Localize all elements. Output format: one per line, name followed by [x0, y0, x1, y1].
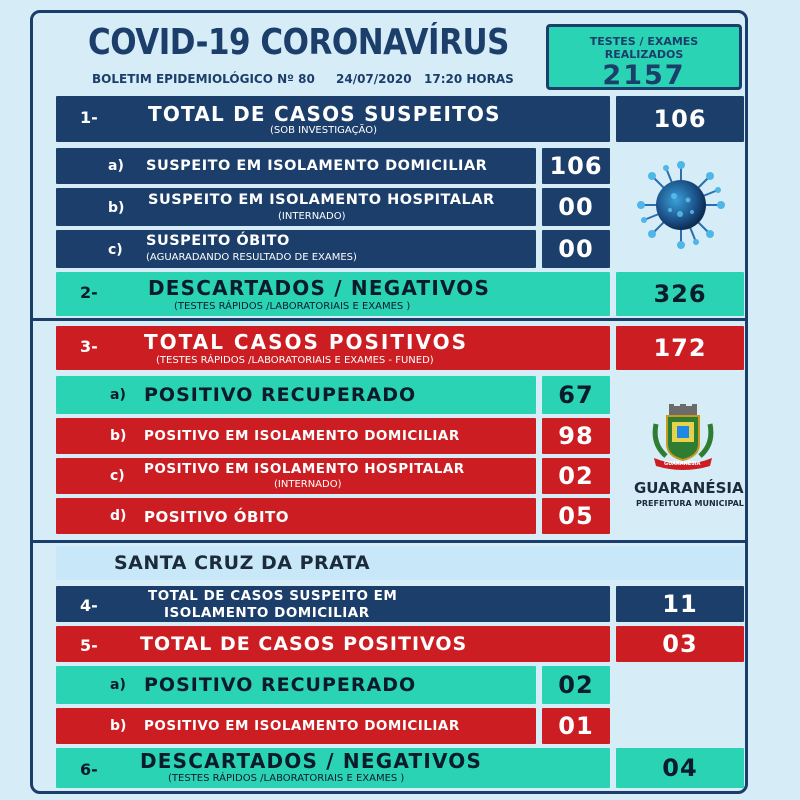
page-title: COVID-19 CORONAVÍRUS: [88, 22, 509, 64]
suspect-row-b: b) SUSPEITO EM ISOLAMENTO HOSPITALAR (IN…: [56, 188, 536, 226]
row-label: POSITIVO RECUPERADO: [144, 674, 417, 696]
virus-icon: [637, 161, 725, 249]
district-positive-value-b: 01: [542, 708, 610, 744]
district-positives-value: 03: [616, 626, 744, 662]
row-letter: b): [108, 200, 125, 216]
row-letter: b): [110, 718, 127, 734]
district-banner: SANTA CRUZ DA PRATA: [56, 546, 744, 580]
district-positives-bar: 5- TOTAL DE CASOS POSITIVOS: [56, 626, 610, 662]
suspects-title-bar: 1- TOTAL DE CASOS SUSPEITOS (SOB INVESTI…: [56, 96, 610, 142]
discarded-total: 326: [616, 272, 744, 316]
row-label: POSITIVO EM ISOLAMENTO DOMICILIAR: [144, 718, 460, 734]
district-name: SANTA CRUZ DA PRATA: [114, 552, 371, 574]
district-discarded-bar: 6- DESCARTADOS / NEGATIVOS (TESTES RÁPID…: [56, 748, 610, 788]
suspect-value-b: 00: [542, 188, 610, 226]
suspect-value-a: 106: [542, 148, 610, 184]
suspects-index: 1-: [80, 108, 98, 127]
district-suspects-bar: 4- TOTAL DE CASOS SUSPEITO EM ISOLAMENTO…: [56, 586, 610, 622]
row-letter: a): [110, 677, 126, 693]
positive-value-d: 05: [542, 498, 610, 534]
logo-subtitle: PREFEITURA MUNICIPAL: [636, 499, 744, 508]
district-suspects-line1: TOTAL DE CASOS SUSPEITO EM: [148, 588, 398, 604]
district-positives-title: TOTAL DE CASOS POSITIVOS: [140, 633, 468, 655]
row-note: (INTERNADO): [278, 211, 346, 222]
district-discarded-index: 6-: [80, 760, 98, 779]
discarded-subtitle: (TESTES RÁPIDOS /LABORATORIAIS E EXAMES …: [174, 301, 411, 312]
suspect-row-a: a) SUSPEITO EM ISOLAMENTO DOMICILIAR: [56, 148, 536, 184]
tests-label: TESTES / EXAMES REALIZADOS: [589, 35, 699, 61]
row-letter: a): [110, 387, 126, 403]
logo-name: GUARANÉSIA: [634, 479, 744, 497]
suspect-value-c: 00: [542, 230, 610, 268]
row-label: SUSPEITO EM ISOLAMENTO DOMICILIAR: [146, 158, 488, 174]
district-positive-row-a: a) POSITIVO RECUPERADO: [56, 666, 536, 704]
row-letter: a): [108, 158, 124, 174]
bulletin-time: 17:20 HORAS: [424, 72, 514, 86]
positive-row-c: c) POSITIVO EM ISOLAMENTO HOSPITALAR (IN…: [56, 458, 536, 494]
positive-row-a: a) POSITIVO RECUPERADO: [56, 376, 536, 414]
row-label: POSITIVO RECUPERADO: [144, 384, 417, 406]
district-suspects-line2: ISOLAMENTO DOMICILIAR: [164, 605, 370, 621]
positive-row-b: b) POSITIVO EM ISOLAMENTO DOMICILIAR: [56, 418, 536, 454]
positive-row-d: d) POSITIVO ÓBITO: [56, 498, 536, 534]
coat-of-arms-icon: [652, 404, 714, 470]
suspects-title: TOTAL DE CASOS SUSPEITOS: [148, 102, 501, 126]
suspects-total: 106: [616, 96, 744, 142]
bulletin-number: BOLETIM EPIDEMIOLÓGICO Nº 80: [92, 72, 315, 86]
positives-title: TOTAL CASOS POSITIVOS: [144, 330, 468, 354]
logo-ribbon-text: GUARANÉSIA: [664, 461, 701, 467]
section-divider: [30, 318, 748, 321]
positive-value-c: 02: [542, 458, 610, 494]
row-note: (INTERNADO): [274, 479, 342, 490]
row-letter: d): [110, 508, 127, 524]
section-divider: [30, 540, 748, 543]
positives-title-bar: 3- TOTAL CASOS POSITIVOS (TESTES RÁPIDOS…: [56, 326, 610, 370]
row-label: SUSPEITO EM ISOLAMENTO HOSPITALAR: [148, 192, 495, 208]
positive-value-b: 98: [542, 418, 610, 454]
district-positive-row-b: b) POSITIVO EM ISOLAMENTO DOMICILIAR: [56, 708, 536, 744]
positives-subtitle: (TESTES RÁPIDOS /LABORATORIAIS E EXAMES …: [156, 355, 434, 366]
row-letter: b): [110, 428, 127, 444]
row-label: SUSPEITO ÓBITO: [146, 233, 290, 249]
row-letter: c): [110, 468, 125, 484]
district-discarded-title: DESCARTADOS / NEGATIVOS: [140, 749, 483, 773]
positives-index: 3-: [80, 337, 98, 356]
discarded-index: 2-: [80, 283, 98, 302]
district-suspects-value: 11: [616, 586, 744, 622]
district-positives-index: 5-: [80, 636, 98, 655]
bulletin-date: 24/07/2020: [336, 72, 412, 86]
row-letter: c): [108, 242, 123, 258]
row-label: POSITIVO ÓBITO: [144, 508, 290, 526]
positives-total: 172: [616, 326, 744, 370]
suspects-subtitle: (SOB INVESTIGAÇÃO): [270, 125, 377, 136]
district-discarded-value: 04: [616, 748, 744, 788]
positive-value-a: 67: [542, 376, 610, 414]
suspect-row-c: c) SUSPEITO ÓBITO (AGUARADANDO RESULTADO…: [56, 230, 536, 268]
discarded-title: DESCARTADOS / NEGATIVOS: [148, 276, 491, 300]
row-label: POSITIVO EM ISOLAMENTO DOMICILIAR: [144, 428, 460, 444]
row-label: POSITIVO EM ISOLAMENTO HOSPITALAR: [144, 461, 465, 477]
discarded-bar: 2- DESCARTADOS / NEGATIVOS (TESTES RÁPID…: [56, 272, 610, 316]
tests-value: 2157: [602, 60, 686, 91]
district-discarded-subtitle: (TESTES RÁPIDOS /LABORATORIAIS E EXAMES …: [168, 773, 405, 784]
tests-box: TESTES / EXAMES REALIZADOS 2157: [546, 24, 742, 91]
row-note: (AGUARADANDO RESULTADO DE EXAMES): [146, 252, 357, 263]
district-positive-value-a: 02: [542, 666, 610, 704]
district-suspects-index: 4-: [80, 596, 98, 615]
